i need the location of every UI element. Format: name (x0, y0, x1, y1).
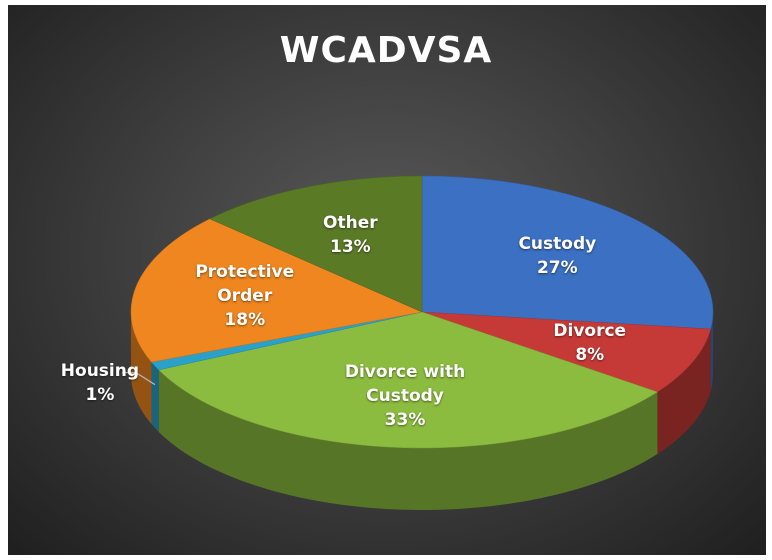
value-label: 1% (85, 384, 115, 405)
data-label: Protective Order 18% (190, 260, 300, 332)
value-label: 8% (575, 345, 605, 366)
data-label: Housing 1% (55, 359, 145, 407)
slice (130, 218, 423, 363)
slice (421, 311, 712, 393)
slice (209, 175, 423, 313)
slice-side (131, 312, 152, 425)
category-label: Housing (60, 360, 140, 381)
data-label: Divorce 8% (535, 319, 645, 367)
data-label: Other 13% (295, 211, 405, 259)
value-label: 13% (329, 236, 371, 257)
value-label: 27% (536, 258, 578, 279)
slice (421, 175, 714, 330)
category-label: Divorce with Custody (344, 361, 466, 406)
slice-side (151, 362, 159, 432)
chart-title: WCADVSA (279, 30, 493, 71)
data-label: Divorce with Custody 33% (335, 360, 475, 432)
category-label: Other (323, 212, 378, 233)
value-label: 18% (224, 310, 266, 331)
slice-side (158, 369, 658, 510)
slice-side (657, 329, 711, 454)
data-label: Custody 27% (487, 232, 627, 280)
slice-side (710, 312, 713, 392)
category-label: Divorce (553, 321, 627, 342)
value-label: 33% (384, 409, 426, 430)
category-label: Protective Order (195, 262, 295, 307)
category-label: Custody (518, 234, 597, 255)
slice (158, 311, 659, 449)
leader-line (121, 372, 156, 386)
